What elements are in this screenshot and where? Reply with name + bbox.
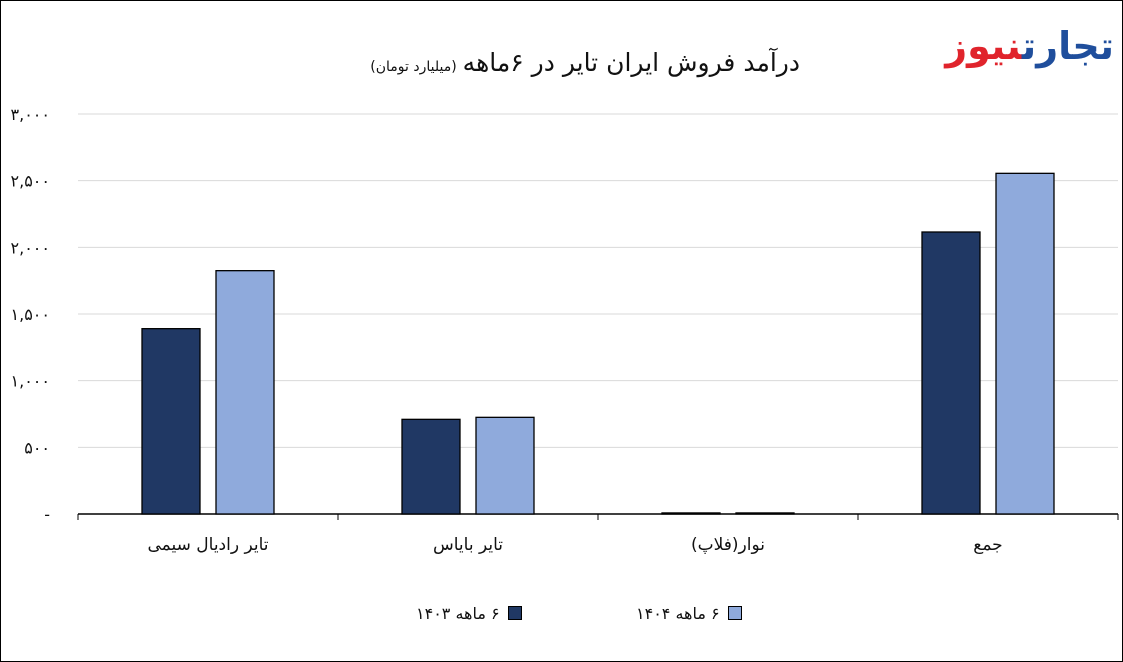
chart-title-text: درآمد فروش ایران تایر در ۶ماهه bbox=[462, 48, 800, 77]
y-tick-label: ۱,۰۰۰ bbox=[11, 372, 50, 391]
legend-swatch-series2 bbox=[727, 606, 742, 620]
logo-part-1: تجارت bbox=[1021, 24, 1114, 68]
chart-unit: (میلیارد تومان) bbox=[370, 59, 457, 75]
legend-label-series1: ۶ ماهه ۱۴۰۳ bbox=[416, 603, 500, 623]
brand-logo: تجارتنیوز bbox=[918, 18, 1114, 74]
x-category-label: نوار(فلاپ) bbox=[691, 535, 765, 555]
x-category-label: تایر بایاس bbox=[433, 535, 503, 555]
bar-series2-2 bbox=[735, 512, 795, 515]
legend-label-series2: ۶ ماهه ۱۴۰۴ bbox=[636, 603, 720, 623]
bar-series2-3 bbox=[995, 172, 1055, 515]
y-tick-label: ۳,۰۰۰ bbox=[11, 105, 50, 124]
y-tick-label: ۲,۰۰۰ bbox=[11, 238, 50, 257]
logo-part-2: نیوز bbox=[945, 24, 1022, 68]
bar-series1-1 bbox=[401, 418, 461, 515]
chart-title: درآمد فروش ایران تایر در ۶ماهه (میلیارد ت… bbox=[300, 48, 800, 77]
y-tick-label: ۱,۵۰۰ bbox=[11, 305, 50, 324]
y-tick-label: - bbox=[44, 505, 50, 524]
legend-item-series2: ۶ ماهه ۱۴۰۴ bbox=[636, 598, 742, 628]
bar-series1-2 bbox=[661, 512, 721, 515]
bar-series1-0 bbox=[141, 328, 201, 515]
legend-item-series1: ۶ ماهه ۱۴۰۳ bbox=[416, 598, 522, 628]
bar-series2-0 bbox=[215, 270, 275, 515]
x-category-label: تایر رادیال سیمی bbox=[148, 535, 269, 555]
bar-series1-3 bbox=[921, 231, 981, 515]
legend: ۶ ماهه ۱۴۰۳ ۶ ماهه ۱۴۰۴ bbox=[0, 598, 1123, 628]
y-tick-label: ۲,۵۰۰ bbox=[11, 172, 50, 191]
bar-series2-1 bbox=[475, 416, 535, 515]
y-tick-label: ۵۰۰ bbox=[24, 438, 50, 457]
legend-swatch-series1 bbox=[507, 606, 522, 620]
x-category-label: جمع bbox=[973, 535, 1002, 555]
